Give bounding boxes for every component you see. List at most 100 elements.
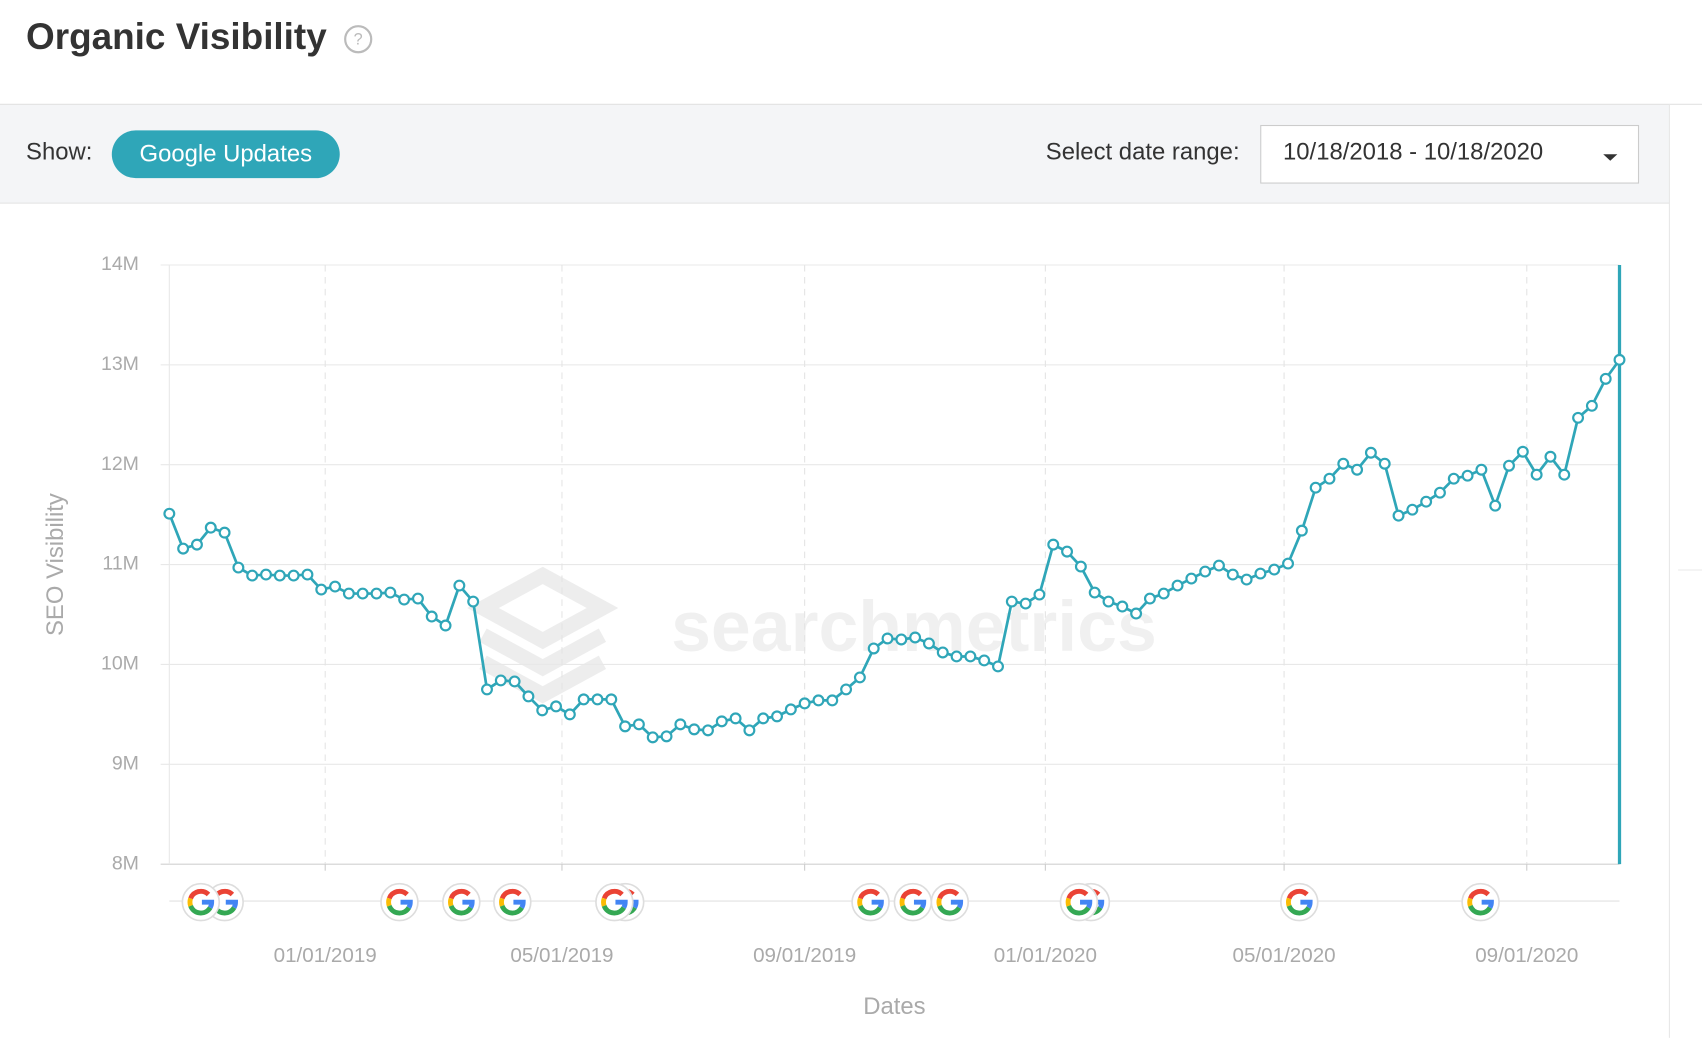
data-point [232,561,245,574]
y-tick-label: 11M [102,553,139,575]
data-point [1420,495,1433,508]
watermark-text: searchmetrics [671,587,1157,667]
x-tick-label: 01/01/2020 [994,944,1097,967]
x-tick-label: 09/01/2020 [1475,944,1578,967]
data-point [411,592,424,605]
data-point [1337,457,1350,470]
data-point [453,579,466,592]
data-point [1102,595,1115,608]
data-point [619,720,632,733]
data-point [771,710,783,723]
data-point [1143,592,1156,605]
watermark [467,566,619,704]
data-point [1254,567,1267,580]
data-point [701,724,714,737]
data-point [1295,524,1308,537]
data-point [1033,588,1046,601]
data-point [494,674,507,687]
data-point [715,715,728,728]
data-point [246,569,259,582]
data-point [1061,545,1074,558]
data-point [1544,450,1557,463]
data-point [563,708,576,721]
data-point [1268,563,1281,576]
google-update-icons [182,884,1499,921]
data-point [591,693,604,706]
data-point [315,583,328,596]
data-point [1116,600,1129,613]
data-point [1364,446,1377,459]
data-point [992,660,1004,673]
page-title: Organic Visibility [26,16,327,57]
y-axis-label: SEO Visibility [42,493,69,636]
data-point [577,693,590,706]
x-tick-label: 05/01/2020 [1233,944,1336,967]
data-point [1047,538,1060,551]
data-point [1516,445,1529,458]
data-point [1613,353,1626,366]
data-point [1005,595,1018,608]
data-point [1392,509,1405,522]
y-tick-label: 12M [101,453,139,475]
data-point [1530,468,1543,481]
date-range-label: Select date range: [1046,139,1240,166]
x-axis-label: Dates [863,993,925,1020]
data-point [1433,486,1446,499]
data-point [605,693,618,706]
data-point [1282,557,1295,570]
data-point [1558,468,1571,481]
data-point [273,569,286,582]
y-tick-label: 8M [112,852,139,874]
data-point [384,586,397,599]
data-point [1019,597,1032,610]
data-point [1199,565,1212,578]
data-point [936,646,949,659]
help-icon[interactable] [344,25,373,54]
data-point [1088,586,1101,599]
data-point [1351,463,1364,476]
google-updates-button-text: Google Updates [140,141,313,168]
data-point [646,731,659,744]
data-point [1475,463,1488,476]
data-point [688,723,701,736]
data-point [1447,472,1460,485]
visibility-line [168,359,1621,739]
data-point [950,650,963,663]
dropdown-caret [1603,154,1618,161]
data-point [922,637,935,650]
data-point [508,675,521,688]
date-range-value: 10/18/2018 - 10/18/2020 [1283,139,1543,166]
data-point [743,724,756,737]
data-point [909,631,922,644]
data-point [1406,503,1419,516]
data-point [163,507,176,520]
data-point [729,712,742,725]
help-icon-text: ? [354,31,363,49]
data-point [674,718,687,731]
data-point [1378,457,1391,470]
data-point [660,730,673,743]
x-tick-label: 09/01/2019 [753,944,856,967]
data-point [536,704,549,717]
data-point [757,712,770,725]
y-tick-label: 14M [101,253,139,275]
data-point [398,593,411,606]
data-point [204,521,217,534]
data-point [342,587,355,600]
data-point [840,683,853,696]
data-point [329,580,342,593]
data-point [1503,459,1515,472]
google-updates-button[interactable] [111,130,340,179]
data-point [1240,573,1253,586]
data-point [1213,559,1225,572]
data-point [867,642,880,655]
data-point [784,703,797,716]
date-range-dropdown[interactable] [1260,124,1640,184]
data-point [177,542,190,555]
x-tick-label: 05/01/2019 [510,944,613,967]
show-label: Show: [26,139,92,166]
data-point [895,633,908,646]
data-point [260,568,272,581]
